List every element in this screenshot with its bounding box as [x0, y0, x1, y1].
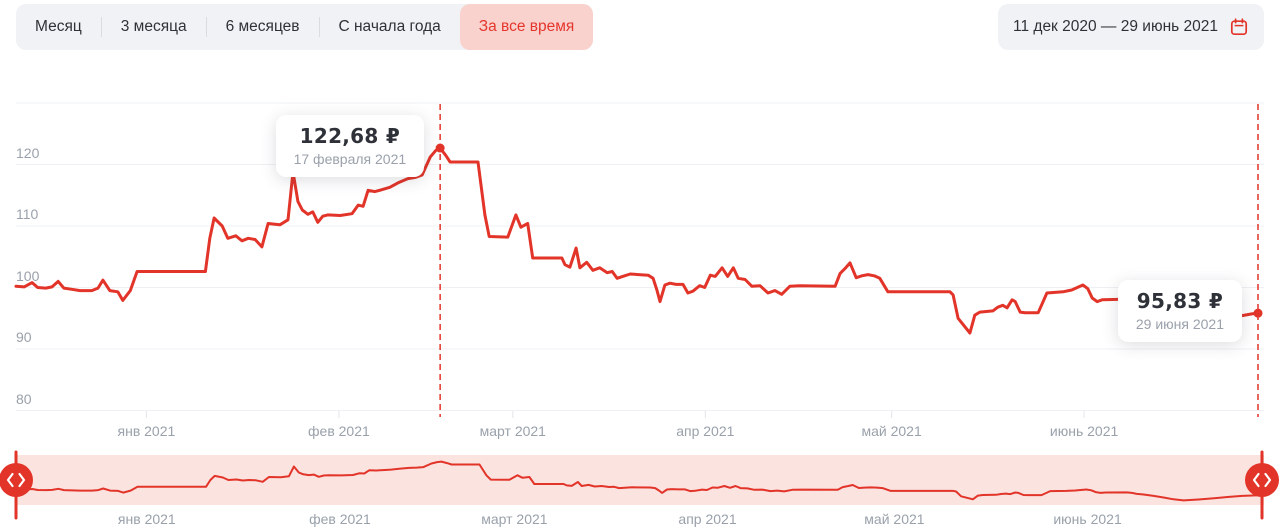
- navigator-x-label: янв 2021: [117, 511, 176, 527]
- period-tab-0[interactable]: Месяц: [35, 18, 82, 35]
- chevron-left-icon: [1252, 472, 1260, 488]
- tooltip-date: 17 февраля 2021: [293, 151, 407, 168]
- tab-divider: [318, 17, 320, 37]
- chart-hover-area[interactable]: [16, 100, 1264, 418]
- navigator-x-label: март 2021: [481, 511, 548, 527]
- navigator-x-label: май 2021: [864, 511, 925, 527]
- chevron-left-icon: [6, 472, 14, 488]
- tooltip-peak: 122,68 ₽ 17 февраля 2021: [275, 115, 425, 178]
- period-tab-2[interactable]: 6 месяцев: [225, 18, 300, 35]
- chevron-right-icon: [18, 472, 26, 488]
- navigator-x-label: фев 2021: [309, 511, 371, 527]
- tooltip-last: 95,83 ₽ 29 июня 2021: [1117, 280, 1242, 343]
- x-axis-label: май 2021: [861, 423, 922, 439]
- y-axis-label: 100: [16, 267, 40, 284]
- tooltip-price: 95,83 ₽: [1136, 289, 1224, 314]
- y-axis-label: 110: [16, 206, 39, 222]
- calendar-icon: [1230, 18, 1248, 36]
- price-dot: [435, 143, 445, 153]
- navigator-handle-left[interactable]: [0, 463, 33, 497]
- price-dot: [1253, 308, 1263, 318]
- x-axis-label: янв 2021: [117, 423, 176, 439]
- period-tab-3[interactable]: С начала года: [338, 18, 441, 35]
- chevron-right-icon: [1264, 472, 1272, 488]
- x-axis-label: фев 2021: [308, 423, 370, 439]
- tab-divider: [205, 17, 207, 37]
- period-tab-1[interactable]: 3 месяца: [120, 18, 187, 35]
- x-axis-label: июнь 2021: [1049, 423, 1119, 439]
- navigator-selection[interactable]: [16, 455, 1264, 505]
- x-axis-label: апр 2021: [676, 423, 735, 439]
- date-range-picker[interactable]: 11 дек 2020 — 29 июнь 2021: [998, 4, 1264, 50]
- navigator-x-label: апр 2021: [678, 511, 737, 527]
- y-axis-label: 120: [16, 144, 40, 161]
- y-axis-label: 90: [16, 329, 32, 345]
- period-tab-4[interactable]: За все время: [459, 4, 594, 50]
- y-axis-label: 80: [16, 390, 32, 407]
- date-range-label: 11 дек 2020 — 29 июнь 2021: [1013, 18, 1218, 35]
- navigator-handle-right[interactable]: [1245, 463, 1279, 497]
- navigator-line: [15, 460, 1263, 502]
- period-tabs: Месяц 3 месяца 6 месяцев С начала года За вс…: [16, 4, 594, 50]
- navigator-x-label: июнь 2021: [1053, 511, 1122, 527]
- price-line: [14, 146, 1260, 340]
- tab-divider: [100, 17, 102, 37]
- x-axis-label: март 2021: [479, 423, 546, 439]
- tooltip-date: 29 июня 2021: [1135, 316, 1224, 333]
- tooltip-price: 122,68 ₽: [299, 124, 401, 149]
